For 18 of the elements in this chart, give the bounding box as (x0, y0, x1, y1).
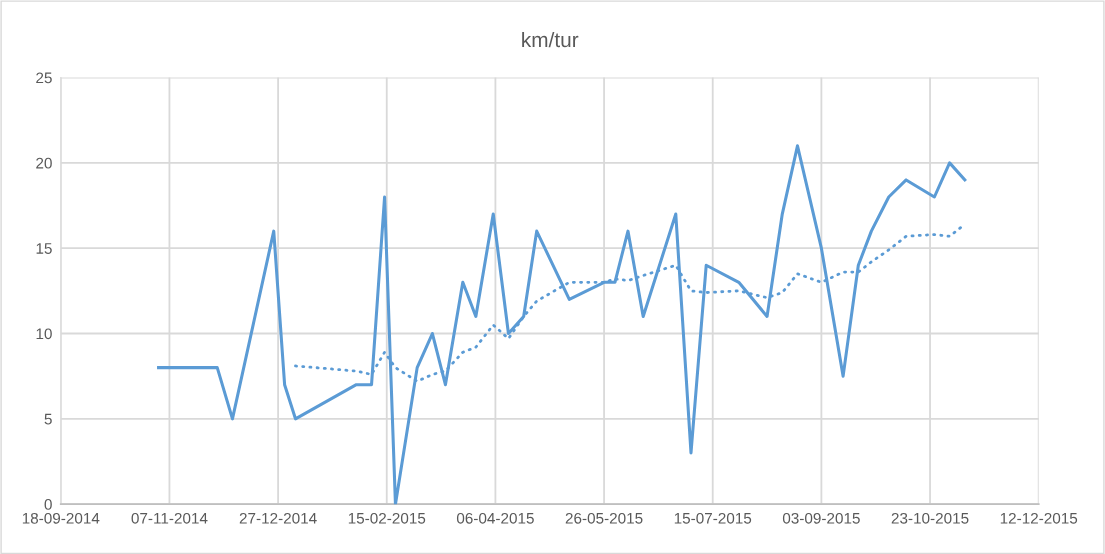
x-tick-label: 03-09-2015 (782, 512, 860, 524)
y-tick-label: 0 (44, 499, 52, 510)
x-tick-label: 07-11-2014 (131, 512, 208, 524)
y-tick-label: 15 (36, 243, 52, 254)
x-tick-label: 15-02-2015 (348, 512, 426, 524)
y-tick-label: 5 (44, 413, 52, 425)
y-tick-label: 10 (36, 328, 52, 340)
x-tick-label: 23-10-2015 (891, 512, 969, 524)
x-tick-label: 27-12-2014 (239, 512, 317, 524)
x-tick-label: 12-12-2015 (1000, 512, 1078, 524)
x-tick-label: 06-04-2015 (456, 512, 534, 524)
y-tick-label: 25 (36, 72, 52, 84)
x-tick-label: 18-09-2014 (22, 512, 100, 524)
line-series (157, 144, 967, 505)
x-tick-label: 15-07-2015 (674, 512, 752, 524)
y-tick-label: 20 (36, 157, 52, 169)
chart-title: km/tur (522, 31, 579, 48)
x-tick-label: 26-05-2015 (565, 512, 643, 524)
